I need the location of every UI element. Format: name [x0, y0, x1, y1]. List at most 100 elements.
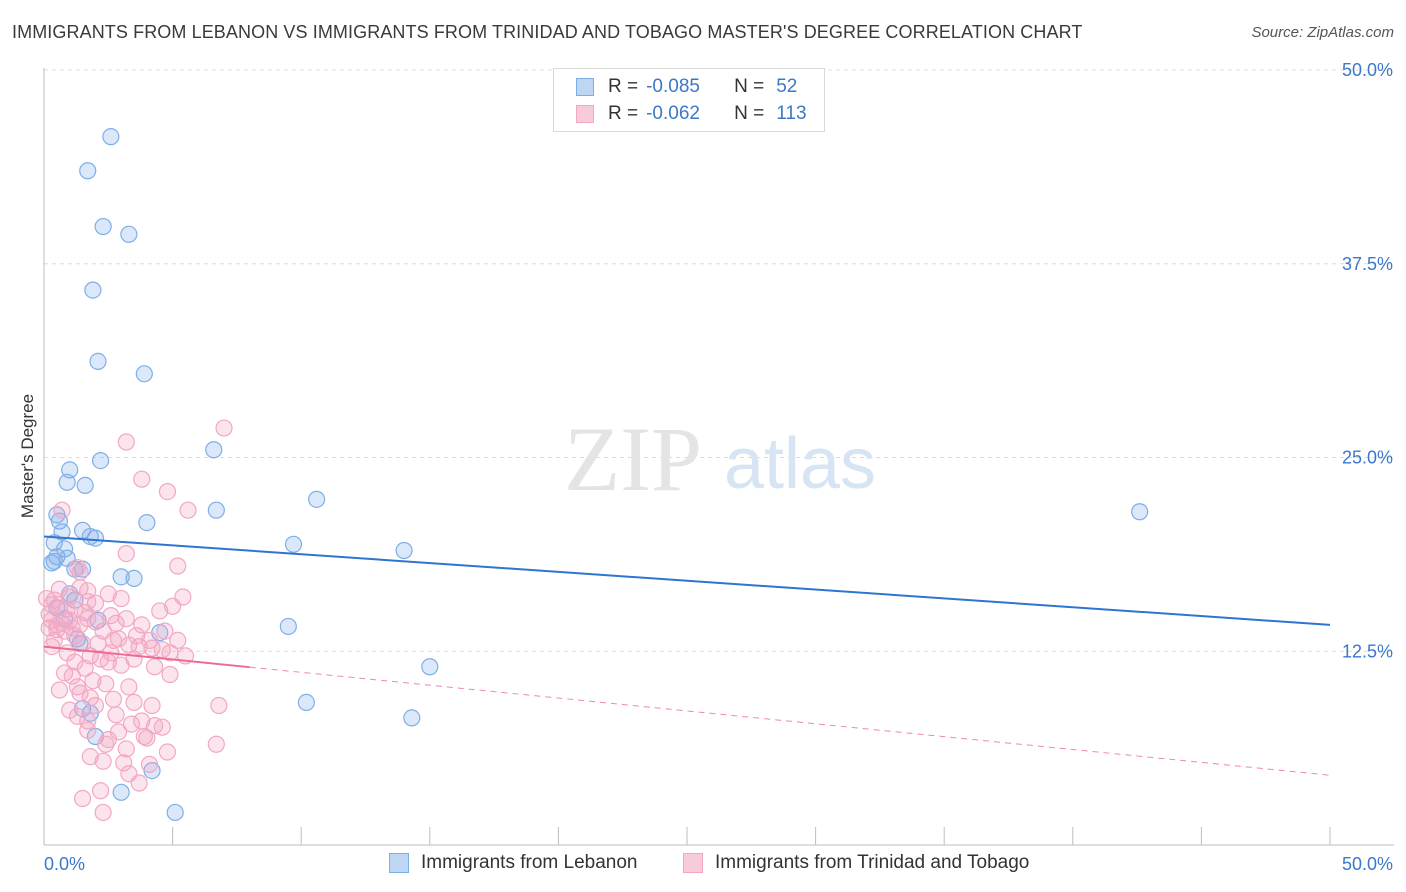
y-axis-label: Master's Degree — [18, 393, 37, 519]
trinidad-point — [94, 752, 112, 770]
lebanon-point — [308, 490, 326, 508]
legend-row-trinidad: R = -0.062 N = 113 — [576, 101, 807, 127]
legend-swatch-trinidad — [576, 105, 594, 123]
trinidad-point — [138, 729, 156, 747]
series-legend: Immigrants from Lebanon Immigrants from … — [0, 852, 1406, 878]
trinidad-point — [158, 483, 177, 501]
trinidad-point — [125, 693, 143, 712]
series-legend-trinidad[interactable]: Immigrants from Trinidad and Tobago — [683, 852, 1029, 874]
lebanon-point — [207, 501, 225, 519]
lebanon-point — [120, 225, 138, 243]
trinidad-point — [164, 597, 182, 615]
lebanon-point — [45, 534, 63, 552]
watermark-zip: ZIP — [564, 408, 702, 510]
trinidad-point — [117, 610, 135, 628]
trinidad-point — [112, 589, 130, 608]
trinidad-trend-line-extension — [249, 666, 1331, 776]
data-points — [37, 128, 1149, 822]
trinidad-point — [179, 501, 197, 519]
trinidad-point — [107, 706, 125, 724]
trinidad-point — [151, 602, 169, 620]
lebanon-point — [125, 569, 143, 588]
trinidad-point — [161, 665, 179, 684]
lebanon-point — [91, 452, 110, 470]
legend-n-label: N = — [734, 76, 765, 97]
trinidad-point — [79, 721, 97, 739]
trinidad-point — [91, 782, 110, 800]
lebanon-point — [421, 658, 439, 676]
lebanon-point — [79, 162, 97, 180]
trinidad-point — [127, 627, 146, 645]
lebanon-point — [403, 709, 421, 727]
lebanon-point — [43, 554, 61, 572]
trinidad-point — [215, 419, 233, 437]
trinidad-point — [109, 630, 128, 648]
series-legend-label: Immigrants from Lebanon — [421, 852, 638, 873]
trinidad-point — [117, 740, 135, 758]
tick-labels: 12.5% 25.0% 37.5% 50.0% 0.0% 50.0% — [44, 60, 1393, 874]
chart-title: IMMIGRANTS FROM LEBANON VS IMMIGRANTS FR… — [12, 22, 1083, 42]
trinidad-point — [58, 644, 76, 662]
lebanon-point — [1131, 503, 1149, 521]
lebanon-point — [112, 783, 130, 801]
legend-n-value: 52 — [776, 76, 798, 97]
trinidad-point — [158, 743, 177, 761]
trinidad-point — [79, 712, 97, 730]
trinidad-point — [81, 748, 99, 766]
trinidad-point — [210, 696, 228, 715]
trinidad-point — [120, 678, 138, 696]
trinidad-point — [140, 755, 159, 774]
lebanon-point — [50, 512, 69, 530]
trinidad-point — [145, 658, 164, 676]
trinidad-point — [135, 727, 153, 746]
lebanon-point — [279, 617, 297, 636]
trend-lines — [43, 535, 1331, 776]
legend-swatch-lebanon — [576, 78, 594, 96]
trinidad-point — [140, 631, 159, 650]
trinidad-trend-line — [43, 645, 250, 669]
trinidad-point — [94, 803, 112, 822]
legend-r-label: R = — [608, 103, 639, 124]
y-tick-label: 12.5% — [1342, 641, 1393, 661]
x-tick-label: 0.0% — [44, 854, 85, 874]
trinidad-point — [99, 585, 117, 603]
series-legend-lebanon[interactable]: Immigrants from Lebanon — [389, 852, 638, 874]
trinidad-point — [153, 718, 171, 736]
legend-r-label: R = — [608, 76, 639, 97]
trinidad-point — [143, 696, 161, 715]
lebanon-point — [84, 281, 102, 299]
lebanon-point — [135, 365, 153, 383]
y-tick-label: 37.5% — [1342, 254, 1393, 274]
legend-n-label: N = — [734, 103, 765, 124]
lebanon-point — [112, 568, 130, 586]
x-tick-label: 50.0% — [1342, 854, 1393, 874]
trinidad-point — [48, 616, 66, 634]
series-swatch-trinidad — [683, 853, 703, 873]
lebanon-point — [297, 693, 315, 712]
trinidad-point — [86, 696, 105, 715]
trinidad-point — [207, 735, 225, 753]
trinidad-point — [169, 631, 187, 650]
trinidad-point — [84, 672, 102, 690]
legend-n-value: 113 — [776, 103, 807, 124]
lebanon-point — [89, 352, 107, 370]
trinidad-point — [130, 774, 148, 792]
y-tick-label: 50.0% — [1342, 60, 1393, 80]
trinidad-point — [76, 659, 94, 677]
trinidad-point — [115, 754, 133, 772]
lebanon-point — [86, 529, 105, 547]
source-label: Source: ZipAtlas.com — [1251, 24, 1394, 41]
trinidad-point — [117, 433, 135, 451]
lebanon-point — [58, 473, 76, 491]
lebanon-point — [76, 476, 94, 494]
trinidad-point — [122, 715, 141, 733]
trinidad-point — [97, 675, 115, 693]
lebanon-point — [102, 128, 120, 146]
lebanon-point — [284, 535, 303, 553]
legend-row-lebanon: R = -0.085 N = 52 — [576, 74, 797, 100]
lebanon-point — [45, 552, 63, 570]
trinidad-point — [133, 470, 151, 488]
correlation-legend: R = -0.085 N = 52 R = -0.062 N = 113 — [553, 68, 825, 132]
lebanon-point — [166, 803, 184, 822]
